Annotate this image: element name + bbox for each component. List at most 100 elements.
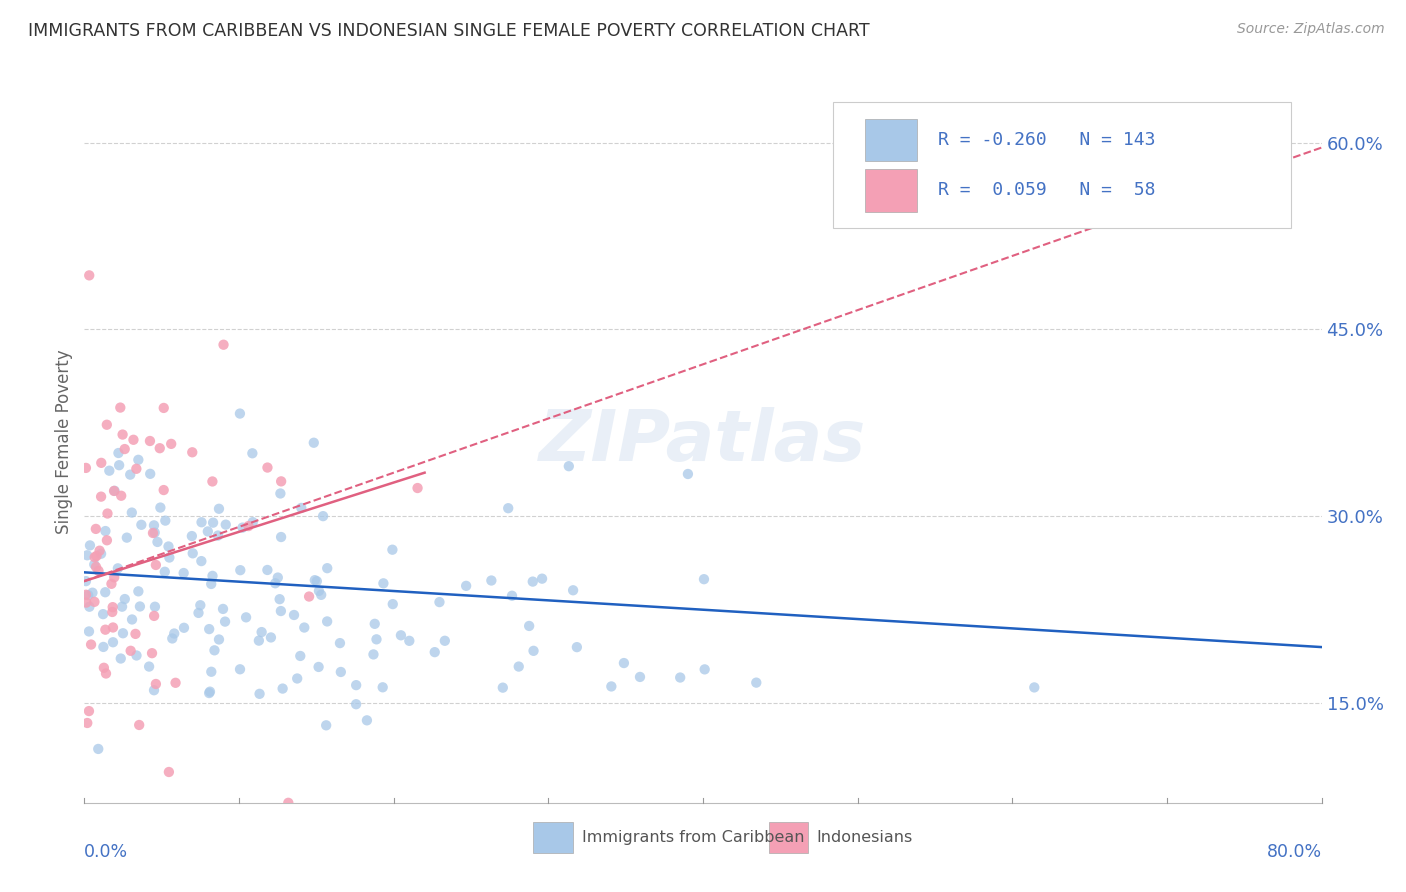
Point xyxy=(676,467,699,481)
Point xyxy=(290,500,312,515)
Point xyxy=(270,475,292,489)
Point xyxy=(371,681,394,695)
Point xyxy=(249,687,271,701)
Point xyxy=(456,579,478,593)
Point xyxy=(173,621,195,635)
Point xyxy=(479,574,502,588)
Point xyxy=(204,643,226,657)
Point xyxy=(110,489,132,503)
Point xyxy=(292,621,315,635)
Point xyxy=(180,529,202,543)
Point xyxy=(492,681,515,695)
Point xyxy=(142,526,165,541)
Point xyxy=(121,612,143,626)
Point xyxy=(745,675,768,690)
Point xyxy=(316,615,339,629)
Point xyxy=(131,517,153,532)
Point xyxy=(107,561,129,575)
Point xyxy=(141,646,163,660)
Point xyxy=(103,483,125,498)
Point xyxy=(309,588,332,602)
Point xyxy=(508,659,530,673)
Point xyxy=(197,524,219,539)
Point xyxy=(381,597,404,611)
Point xyxy=(565,640,588,654)
Point xyxy=(94,524,117,538)
Text: ZIPatlas: ZIPatlas xyxy=(540,407,866,476)
Point xyxy=(308,583,330,598)
Point xyxy=(143,599,166,614)
Point xyxy=(302,435,325,450)
Point xyxy=(87,742,110,756)
Point xyxy=(160,437,183,451)
Point xyxy=(406,481,429,495)
Point xyxy=(76,549,98,563)
Point xyxy=(103,570,125,584)
Point xyxy=(173,566,195,580)
Point xyxy=(264,576,287,591)
Point xyxy=(215,517,238,532)
Point xyxy=(190,515,212,529)
Point xyxy=(212,602,235,616)
Point xyxy=(267,570,290,584)
Point xyxy=(94,666,117,681)
Point xyxy=(423,645,446,659)
Point xyxy=(562,583,585,598)
Point xyxy=(201,475,224,489)
Point xyxy=(366,632,388,647)
Point xyxy=(89,543,111,558)
Point xyxy=(100,577,122,591)
Point xyxy=(143,518,166,533)
Point xyxy=(120,467,142,482)
Point xyxy=(613,656,636,670)
Point xyxy=(200,665,222,679)
Point xyxy=(270,604,292,618)
Point xyxy=(152,401,174,415)
Point xyxy=(669,671,692,685)
Point xyxy=(316,561,339,575)
Point xyxy=(312,509,335,524)
Point xyxy=(143,683,166,698)
Point xyxy=(198,684,221,698)
Point xyxy=(501,589,523,603)
Point xyxy=(83,550,105,565)
Point xyxy=(202,516,225,530)
Point xyxy=(122,433,145,447)
Point xyxy=(198,622,221,636)
Point xyxy=(146,535,169,549)
Point xyxy=(125,462,148,476)
Point xyxy=(231,520,253,534)
Point xyxy=(389,628,412,642)
Point xyxy=(315,718,337,732)
Point xyxy=(693,572,716,586)
Point xyxy=(198,686,221,700)
Point xyxy=(138,659,160,673)
Point xyxy=(75,596,97,610)
FancyBboxPatch shape xyxy=(865,119,917,161)
Point xyxy=(143,525,166,540)
Point xyxy=(522,644,544,658)
Point xyxy=(238,519,260,533)
Y-axis label: Single Female Poverty: Single Female Poverty xyxy=(55,350,73,533)
Point xyxy=(93,640,115,654)
Point xyxy=(363,648,385,662)
Point xyxy=(96,417,118,432)
Point xyxy=(398,633,420,648)
Point xyxy=(111,626,134,640)
Point xyxy=(152,483,174,497)
Point xyxy=(83,595,105,609)
Point xyxy=(277,796,299,810)
Point xyxy=(98,464,121,478)
Point xyxy=(229,662,252,676)
Point xyxy=(101,605,124,619)
Point xyxy=(120,644,142,658)
Point xyxy=(153,565,176,579)
Point xyxy=(240,446,263,460)
Point xyxy=(522,574,544,589)
Point xyxy=(165,675,187,690)
Point xyxy=(107,446,129,460)
Point xyxy=(207,528,229,542)
Point xyxy=(517,619,540,633)
Point xyxy=(114,442,136,456)
Point xyxy=(373,576,395,591)
